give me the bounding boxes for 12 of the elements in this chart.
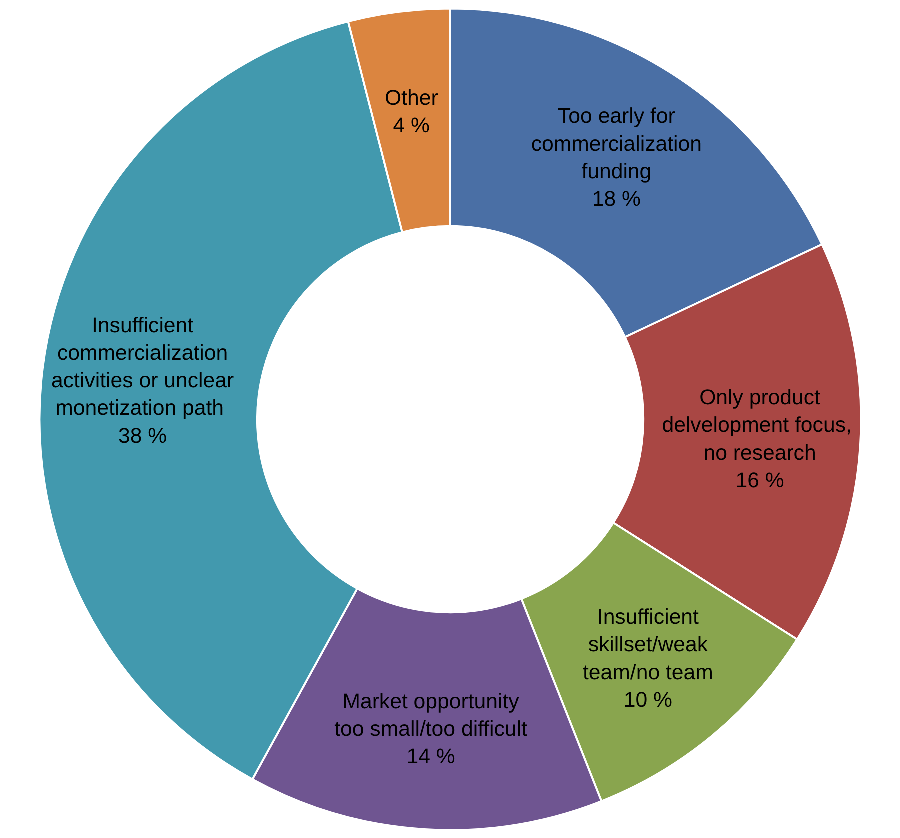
slice-label: Other [384,86,438,110]
data-label: 10 % [624,688,673,712]
slice-label: Market opportunity too small/too difficult [334,689,528,742]
data-label: 4 % [393,114,430,138]
data-label: 16 % [736,468,784,492]
data-label: 18 % [592,187,642,212]
slice-label: Insufficient skillset/weak team/no team [582,605,714,684]
data-label: 14 % [406,744,456,769]
slice-label: Too early for commercialization funding [531,104,702,184]
data-label: 38 % [118,424,168,448]
slice-label: Insufficient commercialization activities or unclear monetization path [52,313,234,420]
slice-label: Only product delvelopment focus, no research [662,386,852,465]
